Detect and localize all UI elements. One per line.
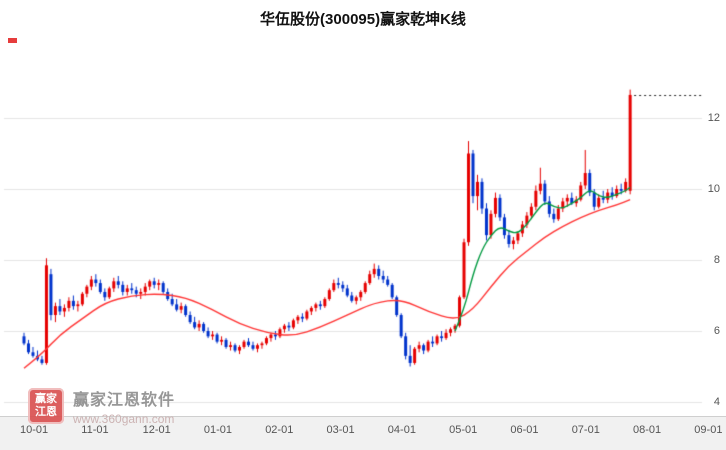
watermark-logo-text: 赢家 <box>35 393 57 405</box>
x-axis-label: 02-01 <box>265 424 294 436</box>
chart-title: 华伍股份(300095)赢家乾坤K线 <box>260 11 466 28</box>
watermark-text: 赢家江恩软件 www.360gann.com <box>73 386 175 426</box>
x-axis-label: 10-01 <box>20 424 49 436</box>
watermark-logo-icon: 赢家 江恩 <box>28 388 64 424</box>
watermark-logo-text: 江恩 <box>35 406 57 418</box>
top-left-marker <box>8 38 17 43</box>
y-axis-label: 6 <box>713 325 720 337</box>
x-axis-label: 12-01 <box>142 424 171 436</box>
x-axis-label: 11-01 <box>81 424 109 436</box>
x-axis-label: 07-01 <box>571 424 600 436</box>
watermark-url: www.360gann.com <box>73 412 175 426</box>
x-axis-label: 04-01 <box>387 424 416 436</box>
x-axis-label: 06-01 <box>510 424 539 436</box>
y-axis-label: 4 <box>713 396 720 408</box>
x-axis-label: 03-01 <box>326 424 355 436</box>
watermark-brand: 赢家江恩软件 <box>73 392 176 409</box>
x-axis-label: 01-01 <box>203 424 233 436</box>
watermark: 赢家 江恩 赢家江恩软件 www.360gann.com <box>28 386 175 426</box>
y-axis-label: 12 <box>707 112 720 124</box>
y-axis-label: 8 <box>713 254 720 266</box>
x-axis-label: 05-01 <box>449 424 478 436</box>
y-axis-label: 10 <box>707 183 720 195</box>
x-axis-label: 08-01 <box>633 424 662 436</box>
x-axis-label: 09-01 <box>694 424 723 436</box>
